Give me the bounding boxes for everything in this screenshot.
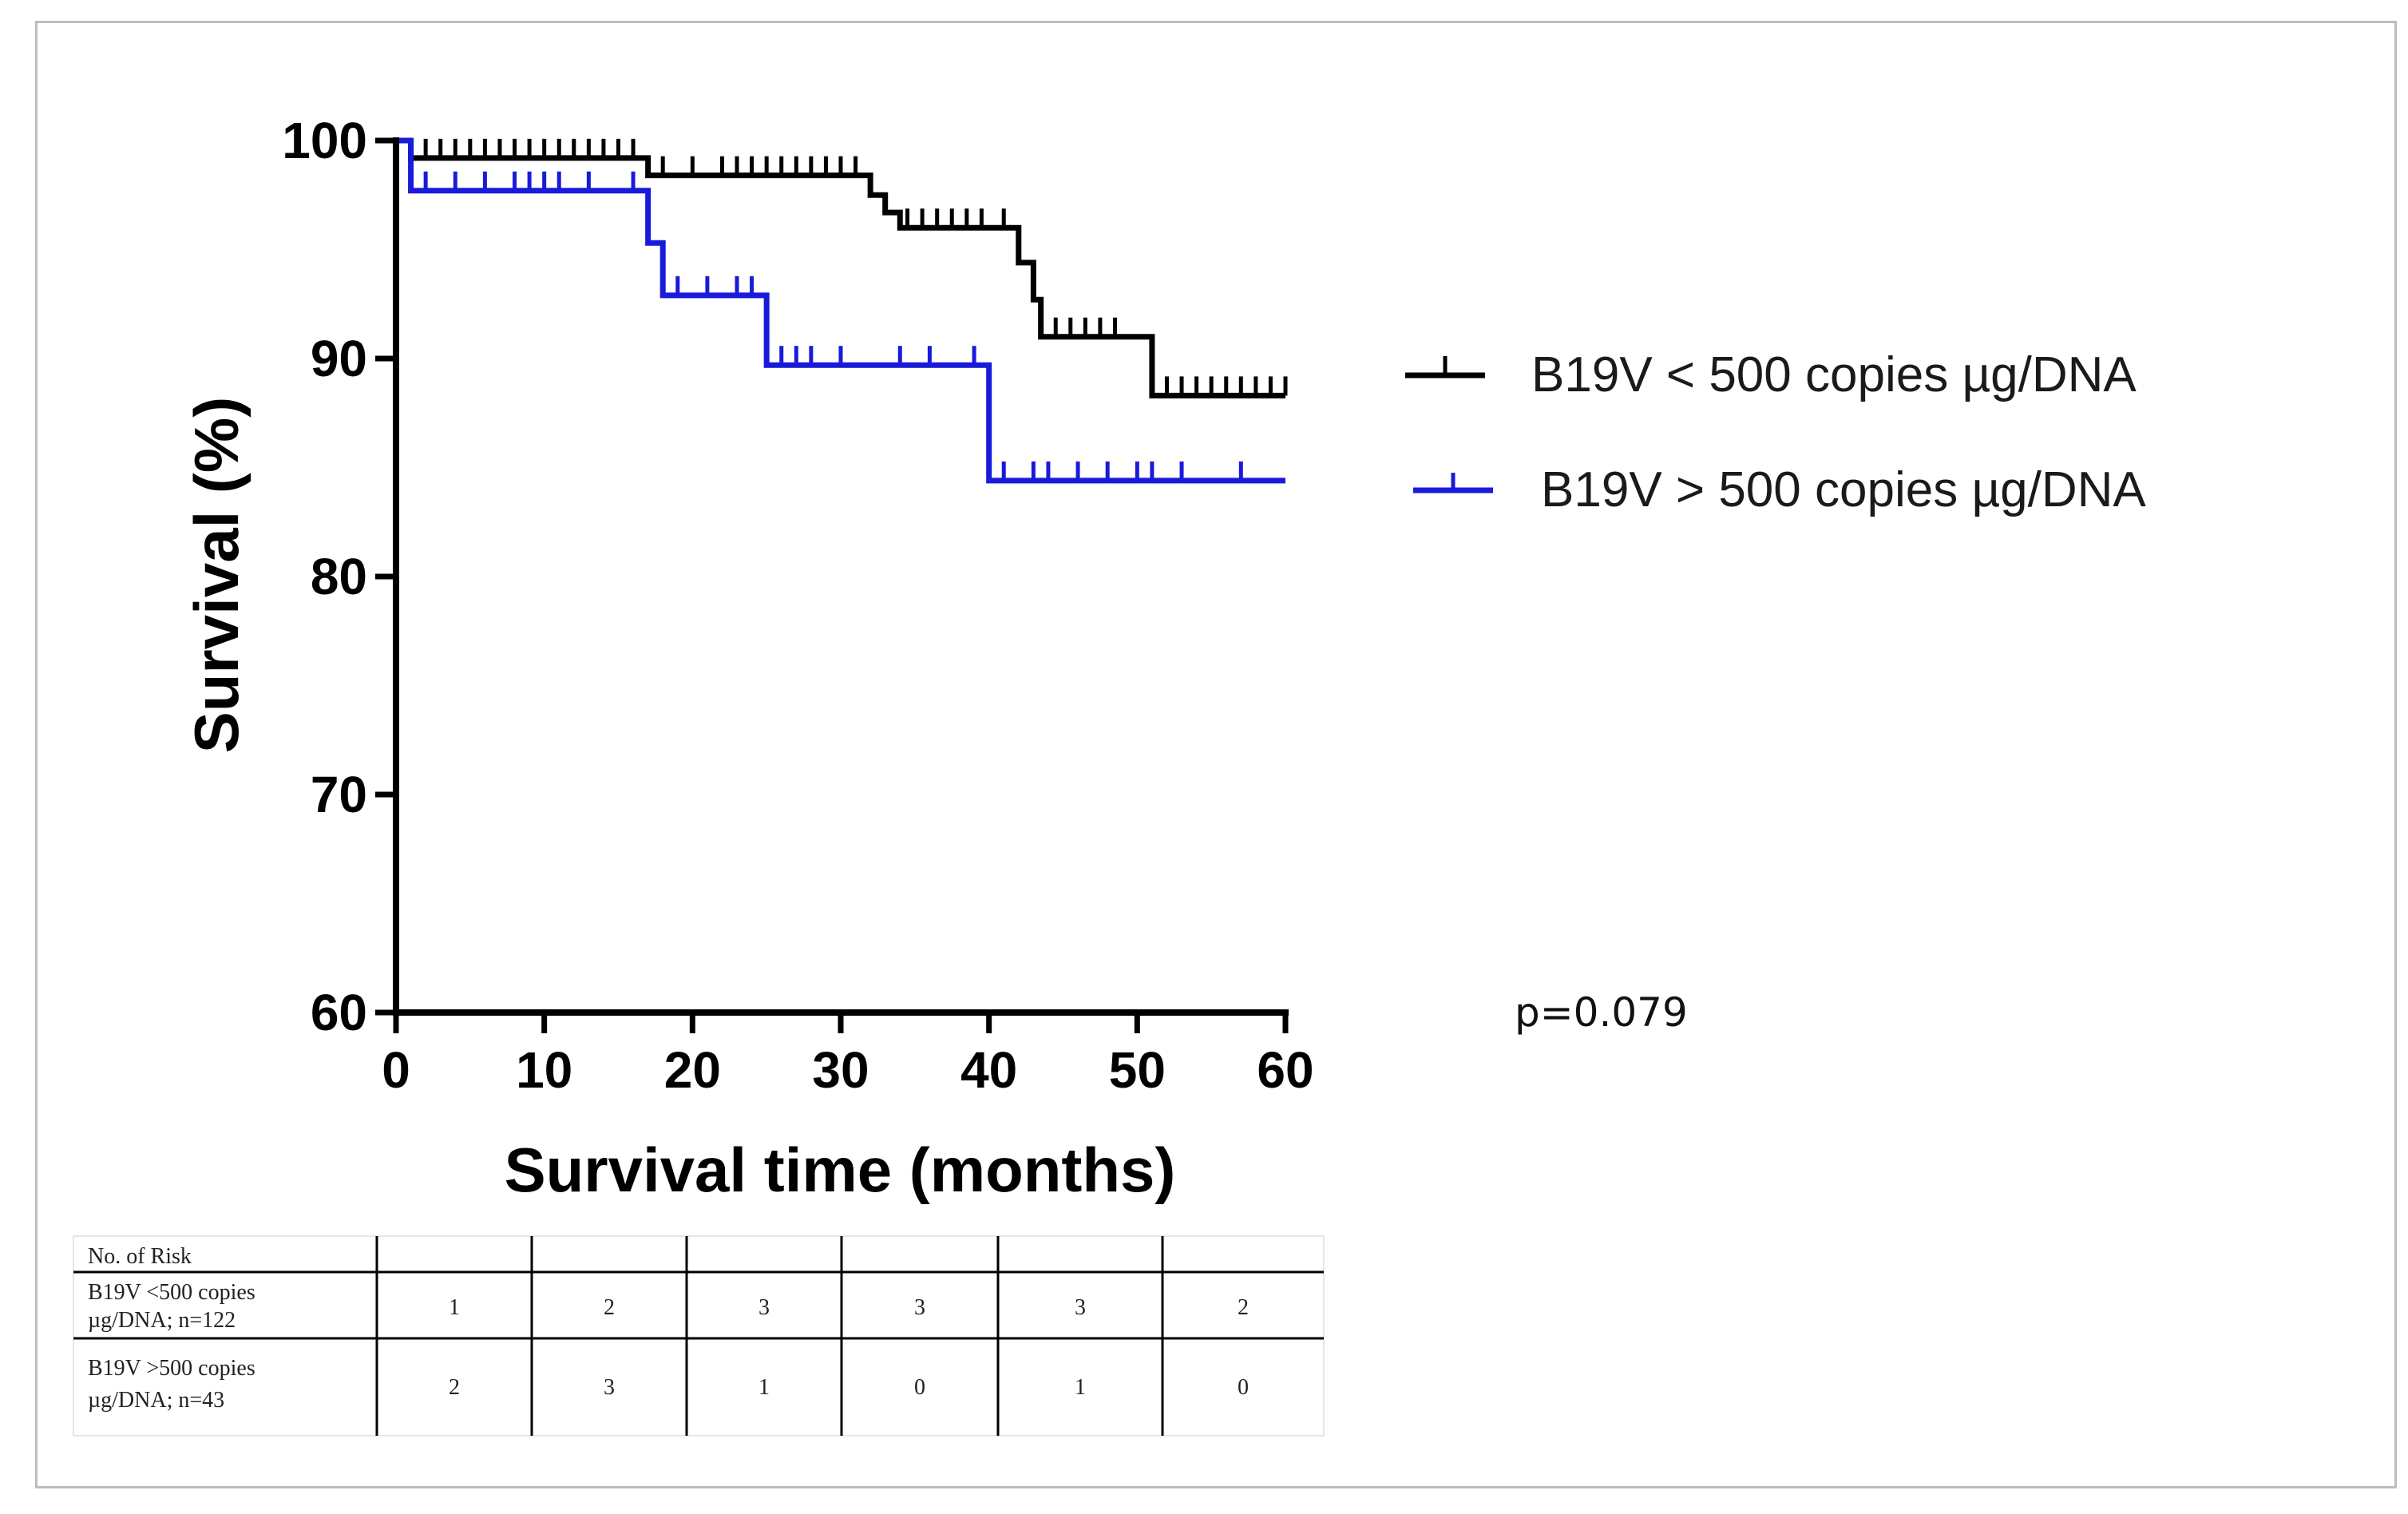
series-line-0 — [396, 137, 1285, 398]
x-tick-label: 30 — [812, 1041, 869, 1099]
risk-value: 3 — [604, 1375, 615, 1400]
risk-row-label: B19V <500 copies — [88, 1280, 255, 1305]
series-line-1 — [396, 137, 1285, 484]
figure-frame — [35, 21, 2397, 1488]
y-tick-label: 80 — [311, 548, 367, 605]
y-ticks: 60 70 80 90 100 — [282, 112, 396, 1041]
y-tick-label: 90 — [311, 330, 367, 387]
x-tick-label: 0 — [382, 1041, 410, 1099]
risk-row-label: µg/DNA; n=122 — [88, 1308, 236, 1333]
y-tick-label: 70 — [311, 766, 367, 823]
x-tick-label: 60 — [1257, 1041, 1313, 1099]
risk-table: No. of Risk B19V <500 copies µg/DNA; n=1… — [73, 1235, 1325, 1437]
p-value: p=0.079 — [1515, 989, 1688, 1036]
legend: B19V < 500 copies µg/DNA B19V > 500 copi… — [1405, 347, 2146, 517]
x-ticks: 0 10 20 30 40 50 60 — [382, 1013, 1314, 1099]
risk-value: 3 — [1075, 1295, 1086, 1320]
risk-value: 3 — [914, 1295, 925, 1320]
risk-row-label: B19V >500 copies — [88, 1356, 255, 1381]
legend-label-low: B19V < 500 copies µg/DNA — [1531, 347, 2137, 402]
legend-label-high: B19V > 500 copies µg/DNA — [1541, 462, 2146, 517]
x-tick-label: 40 — [960, 1041, 1017, 1099]
risk-value: 0 — [914, 1375, 925, 1400]
y-tick-label: 100 — [282, 112, 367, 169]
risk-value: 2 — [449, 1375, 460, 1400]
risk-row-label: µg/DNA; n=43 — [88, 1388, 224, 1413]
risk-table-header: No. of Risk — [88, 1244, 192, 1269]
risk-value: 1 — [1075, 1375, 1086, 1400]
x-tick-label: 20 — [664, 1041, 721, 1099]
x-axis-title: Survival time (months) — [505, 1135, 1176, 1205]
risk-table-bg — [73, 1235, 1325, 1437]
y-tick-label: 60 — [311, 984, 367, 1041]
risk-values: 1 2 3 3 3 2 2 3 1 0 1 0 — [449, 1295, 1249, 1400]
risk-value: 2 — [1238, 1295, 1249, 1320]
risk-value: 1 — [449, 1295, 460, 1320]
risk-value: 2 — [604, 1295, 615, 1320]
y-axis-title: Survival (%) — [181, 397, 251, 753]
risk-value: 1 — [758, 1375, 770, 1400]
x-tick-label: 10 — [516, 1041, 572, 1099]
x-tick-label: 50 — [1109, 1041, 1166, 1099]
risk-value: 0 — [1238, 1375, 1249, 1400]
risk-value: 3 — [758, 1295, 770, 1320]
plot-area — [396, 137, 1288, 484]
